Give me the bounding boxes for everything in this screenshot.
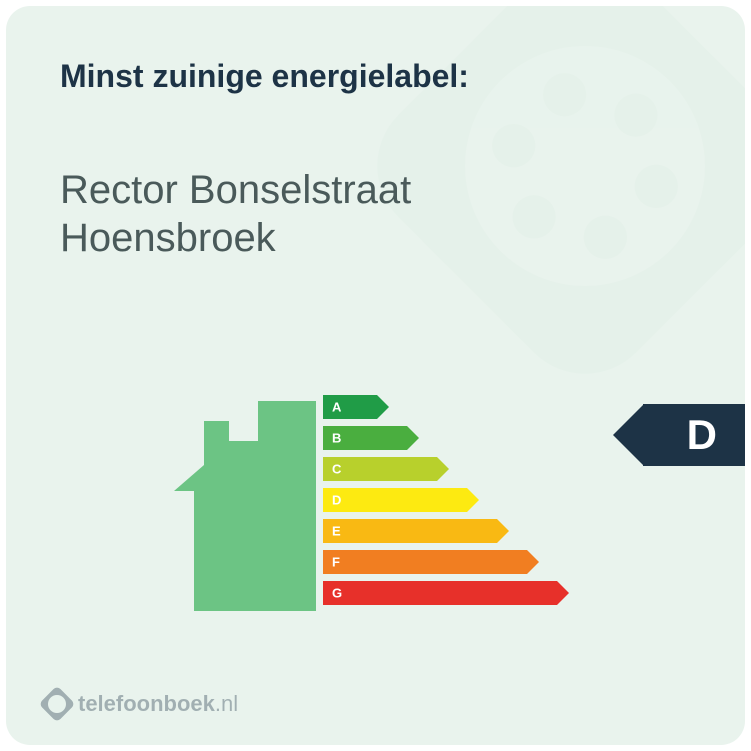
energy-bar-d xyxy=(323,488,479,512)
brand-icon xyxy=(39,686,76,723)
page-title: Minst zuinige energielabel: xyxy=(60,58,469,95)
footer: telefoonboek.nl xyxy=(44,691,238,717)
brand-text: telefoonboek.nl xyxy=(78,691,238,717)
energy-bar-e xyxy=(323,519,509,543)
energy-bar-label-g: G xyxy=(332,585,342,600)
address-line2: Hoensbroek xyxy=(60,214,411,262)
rating-badge: D xyxy=(643,404,745,466)
energy-bar-label-b: B xyxy=(332,430,341,445)
energy-bar-f xyxy=(323,550,539,574)
energy-bar-label-c: C xyxy=(332,461,342,476)
house-icon xyxy=(174,401,316,611)
address-line1: Rector Bonselstraat xyxy=(60,166,411,214)
brand-name: telefoonboek xyxy=(78,691,215,716)
energy-bar-g xyxy=(323,581,569,605)
brand-tld: .nl xyxy=(215,691,238,716)
card: Minst zuinige energielabel: Rector Bonse… xyxy=(6,6,745,745)
energy-chart: A B C D E F G xyxy=(166,381,596,631)
energy-bar-label-a: A xyxy=(332,399,342,414)
energy-bar-label-e: E xyxy=(332,523,341,538)
energy-bar-label-f: F xyxy=(332,554,340,569)
address: Rector Bonselstraat Hoensbroek xyxy=(60,166,411,262)
energy-bar-label-d: D xyxy=(332,492,341,507)
rating-letter: D xyxy=(687,411,717,459)
energy-bar-c xyxy=(323,457,449,481)
